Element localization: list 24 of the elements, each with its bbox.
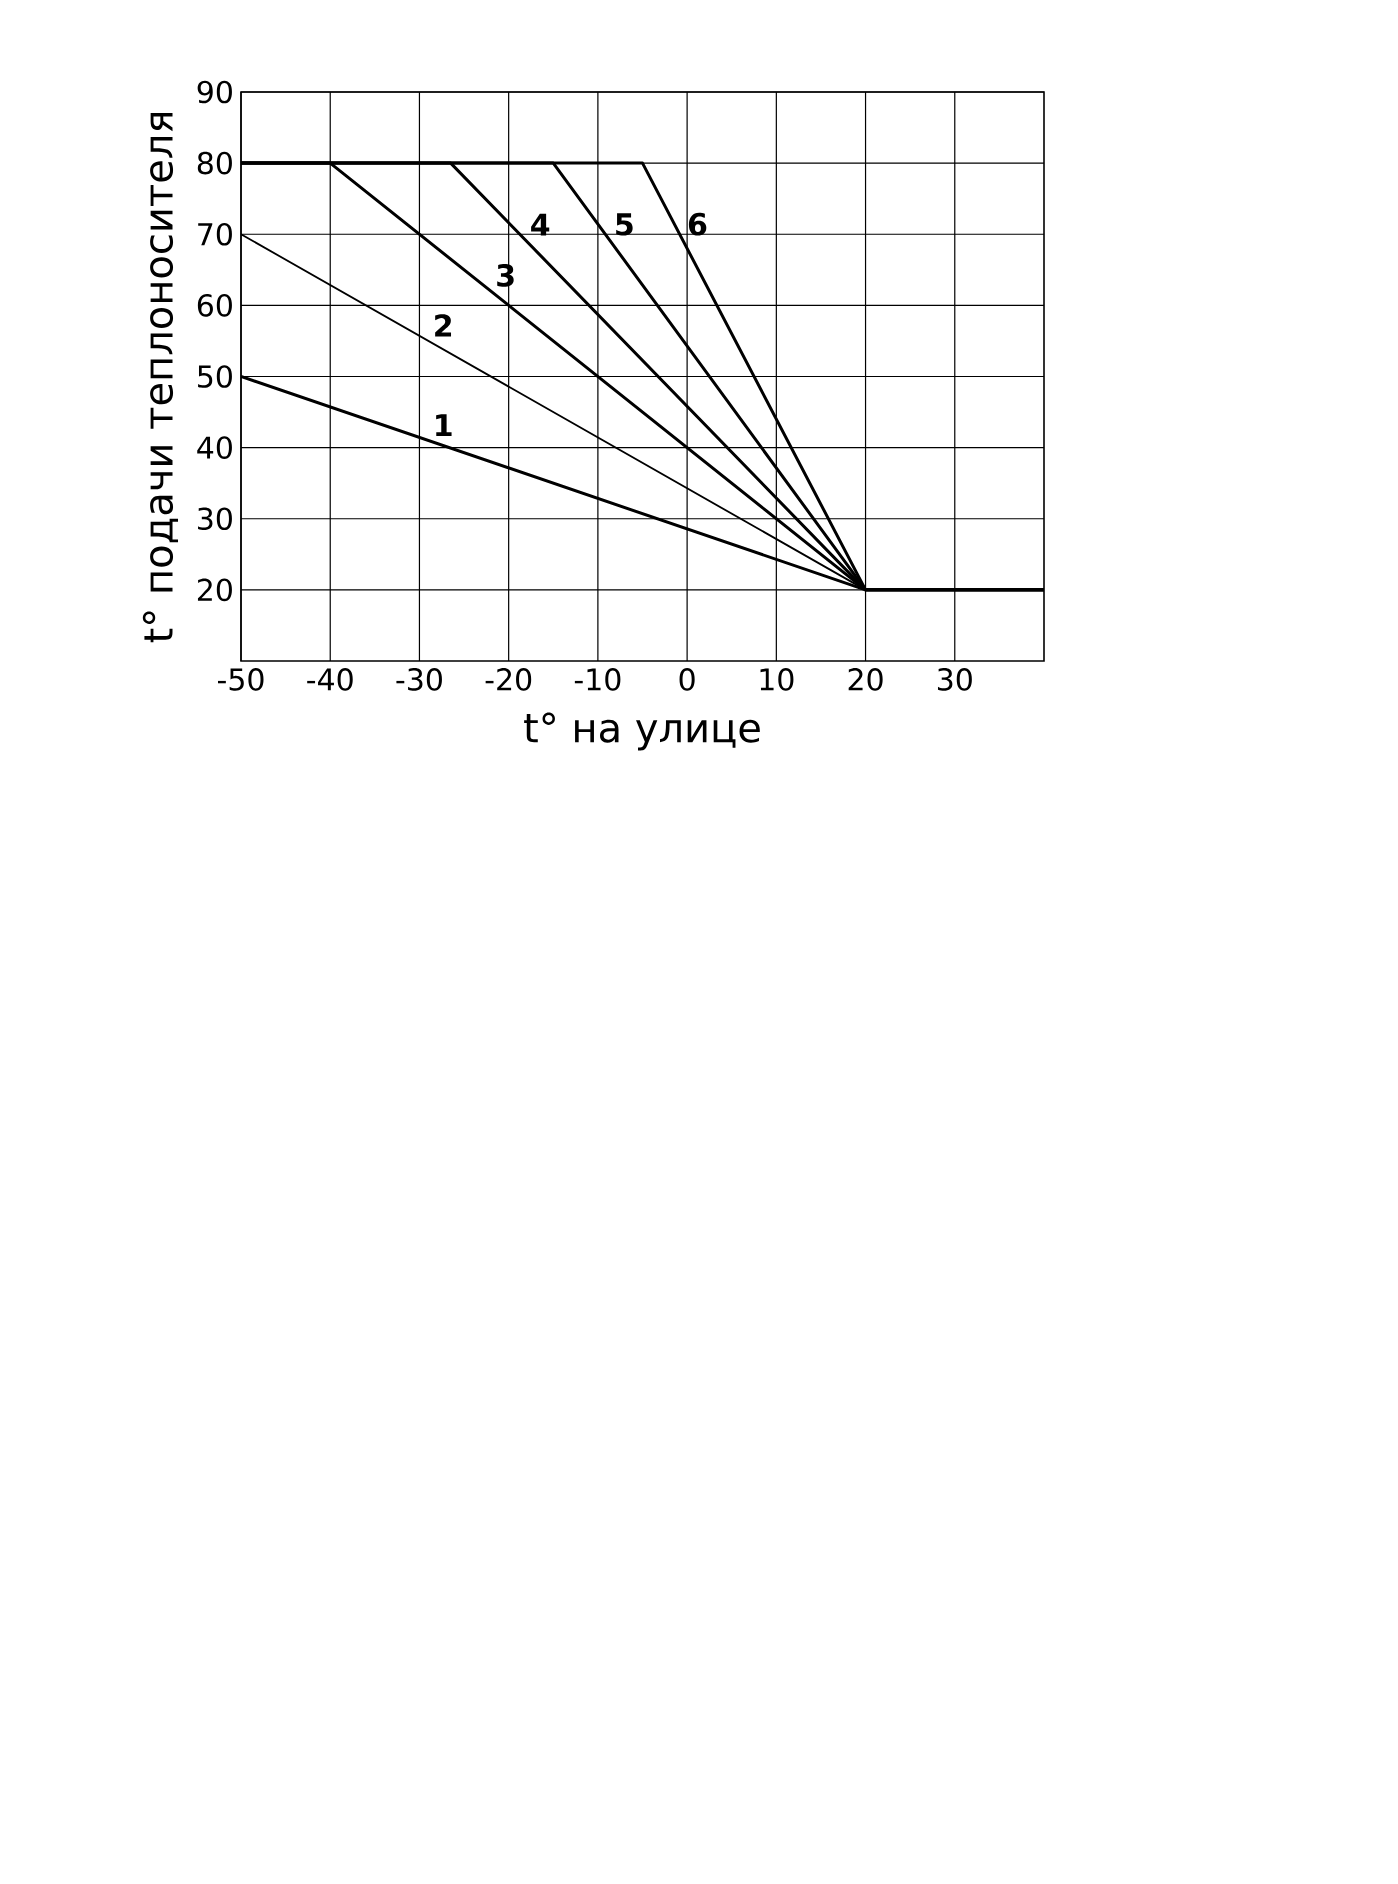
y-tick-label: 90	[197, 80, 232, 104]
x-tick-label: 30	[937, 668, 972, 691]
y-tick-label: 40	[197, 436, 232, 459]
x-tick-label: -50	[217, 668, 264, 691]
x-tick-label: -20	[485, 668, 532, 691]
x-tick-label: -10	[574, 668, 621, 691]
y-tick-label: 60	[197, 294, 232, 317]
x-axis-title: t° на улице	[524, 712, 760, 751]
y-tick-label: 30	[198, 507, 232, 531]
x-tick-label: -30	[396, 668, 442, 691]
y-tick-label: 80	[197, 151, 232, 175]
y-tick-label: 50	[198, 365, 232, 388]
x-tick-label: -40	[307, 668, 353, 691]
series-label: 2	[435, 314, 452, 337]
series-label: 5	[616, 213, 633, 236]
x-tick-label: 20	[848, 668, 883, 691]
x-tick-label: 0	[679, 668, 695, 691]
series-label: 6	[688, 212, 707, 236]
y-tick-label: 70	[198, 222, 232, 246]
y-tick-label: 20	[197, 578, 232, 602]
series-label: 4	[531, 213, 550, 236]
series-label: 1	[436, 414, 452, 437]
y-axis-title: t° подачи теплоносителя	[142, 112, 179, 643]
x-tick-label: 10	[760, 668, 794, 691]
